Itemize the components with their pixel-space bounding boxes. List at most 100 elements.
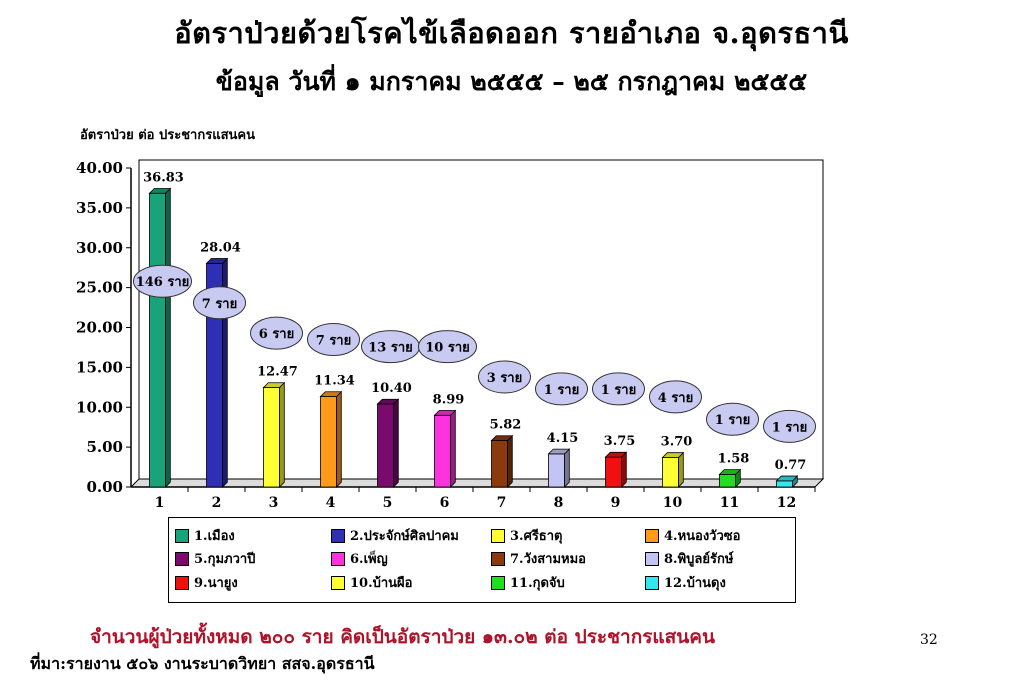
legend-swatch	[645, 575, 659, 590]
x-tick-label: 11	[720, 495, 739, 511]
legend-swatch	[491, 575, 505, 590]
source-note: ที่มา:รายงาน ๕๐๖ งานระบาดวิทยา สสจ.อุดรธ…	[30, 654, 375, 673]
case-count-label: 10 ราย	[425, 341, 470, 356]
bar-side-10	[678, 451, 684, 488]
case-count-label: 146 ราย	[136, 275, 190, 290]
legend-item: 1.เมือง	[175, 525, 235, 546]
bar-11	[719, 473, 736, 488]
bar-chart: 0.005.0010.0015.0020.0025.0030.0035.0040…	[76, 159, 825, 511]
bar-top-5	[376, 398, 400, 405]
legend-label: 4.หนองวัวซอ	[664, 529, 741, 544]
bar-9	[605, 456, 622, 488]
y-tick-label: 35.00	[76, 199, 123, 217]
bar-8	[548, 453, 565, 488]
data-label: 3.75	[604, 434, 636, 449]
case-bubble	[133, 264, 192, 298]
bar-top-10	[661, 452, 685, 458]
y-tick-label: 25.00	[76, 279, 123, 297]
legend-item: 6.เพ็ญ	[331, 548, 388, 569]
data-label: 36.83	[143, 170, 184, 185]
legend-label: 12.บ้านดุง	[664, 576, 726, 591]
bar-top-7	[490, 435, 514, 441]
case-count-label: 4 ราย	[658, 391, 693, 406]
legend-label: 7.วังสามหมอ	[510, 552, 586, 567]
summary-text: จำนวนผู้ป่วยทั้งหมด ๒๐๐ ราย คิดเป็นอัตรา…	[90, 626, 715, 648]
case-bubble	[592, 372, 645, 406]
bar-top-6	[433, 410, 457, 416]
y-tick-label: 0.00	[86, 478, 123, 496]
x-tick-label: 2	[212, 495, 222, 511]
y-axis-label: อัตราป่วย ต่อ ประชากรแสนคน	[80, 128, 255, 143]
bar-5	[377, 403, 394, 488]
y-tick-label: 15.00	[76, 358, 123, 376]
legend-swatch	[331, 575, 345, 590]
legend-swatch	[175, 551, 189, 566]
legend-label: 5.กุมภวาปี	[194, 552, 256, 567]
case-count-label: 13 ราย	[368, 341, 413, 356]
case-count-label: 3 ราย	[487, 371, 522, 386]
x-tick-label: 3	[269, 495, 279, 511]
legend-label: 10.บ้านผือ	[350, 576, 413, 591]
x-tick-label: 5	[383, 495, 393, 511]
x-tick-label: 1	[155, 495, 165, 511]
case-count-label: 1 ราย	[715, 413, 750, 428]
bar-side-3	[279, 381, 285, 488]
bar-4	[320, 396, 337, 488]
data-label: 8.99	[433, 392, 465, 407]
data-label: 3.70	[661, 434, 693, 449]
bar-side-6	[450, 409, 456, 488]
case-bubble	[763, 409, 816, 443]
case-bubble	[535, 372, 588, 406]
bar-top-11	[718, 469, 742, 475]
case-bubble	[307, 322, 360, 356]
bar-6	[434, 414, 451, 488]
case-count-label: 7 ราย	[316, 333, 351, 348]
legend-label: 9.นายูง	[194, 576, 238, 591]
bar-side-5	[393, 398, 399, 488]
bar-1	[149, 192, 166, 488]
case-count-label: 1 ราย	[544, 383, 579, 398]
legend-label: 8.พิบูลย์รักษ์	[664, 552, 734, 567]
data-label: 10.40	[371, 381, 412, 396]
bar-side-9	[621, 451, 627, 488]
bar-top-1	[148, 188, 172, 194]
chart-subtitle: ข้อมูล วันที่ ๑ มกราคม ๒๕๕๕ – ๒๕ กรกฎาคม…	[215, 67, 808, 96]
case-count-label: 7 ราย	[202, 297, 237, 312]
bar-3	[263, 387, 280, 488]
x-tick-label: 4	[326, 495, 336, 511]
page-number: 32	[920, 632, 938, 648]
case-bubble	[478, 360, 531, 394]
legend-label: 1.เมือง	[194, 529, 235, 544]
bar-top-2	[205, 258, 229, 264]
y-tick-label: 20.00	[76, 319, 123, 337]
y-tick-label: 10.00	[76, 398, 123, 416]
case-bubble	[649, 380, 702, 414]
legend-item: 2.ประจักษ์ศิลปาคม	[331, 525, 459, 546]
legend-item: 11.กุดจับ	[491, 572, 565, 593]
bar-top-4	[319, 391, 343, 397]
bar-top-3	[262, 382, 286, 388]
bar-side-4	[336, 390, 342, 488]
legend-item: 12.บ้านดุง	[645, 572, 726, 593]
legend-swatch	[331, 551, 345, 566]
case-bubble	[418, 330, 477, 364]
plot-background	[131, 160, 823, 487]
legend-label: 11.กุดจับ	[510, 576, 565, 591]
case-bubble	[193, 286, 246, 320]
y-tick-label: 40.00	[76, 159, 123, 177]
x-tick-label: 10	[663, 495, 683, 511]
data-label: 1.58	[718, 451, 750, 466]
data-label: 12.47	[257, 365, 298, 380]
legend-label: 3.ศรีธาตุ	[510, 529, 563, 544]
x-tick-label: 9	[611, 495, 621, 511]
chart-title: อัตราป่วยด้วยโรคไข้เลือดออก รายอำเภอ จ.อ…	[174, 16, 849, 50]
legend-swatch	[331, 528, 345, 543]
legend-swatch	[175, 528, 189, 543]
y-tick-label: 5.00	[86, 438, 123, 456]
legend-swatch	[175, 575, 189, 590]
data-label: 5.82	[490, 418, 522, 433]
bar-top-12	[775, 475, 799, 482]
legend-swatch	[491, 551, 505, 566]
legend-item: 5.กุมภวาปี	[175, 548, 255, 569]
x-tick-label: 6	[440, 495, 450, 511]
